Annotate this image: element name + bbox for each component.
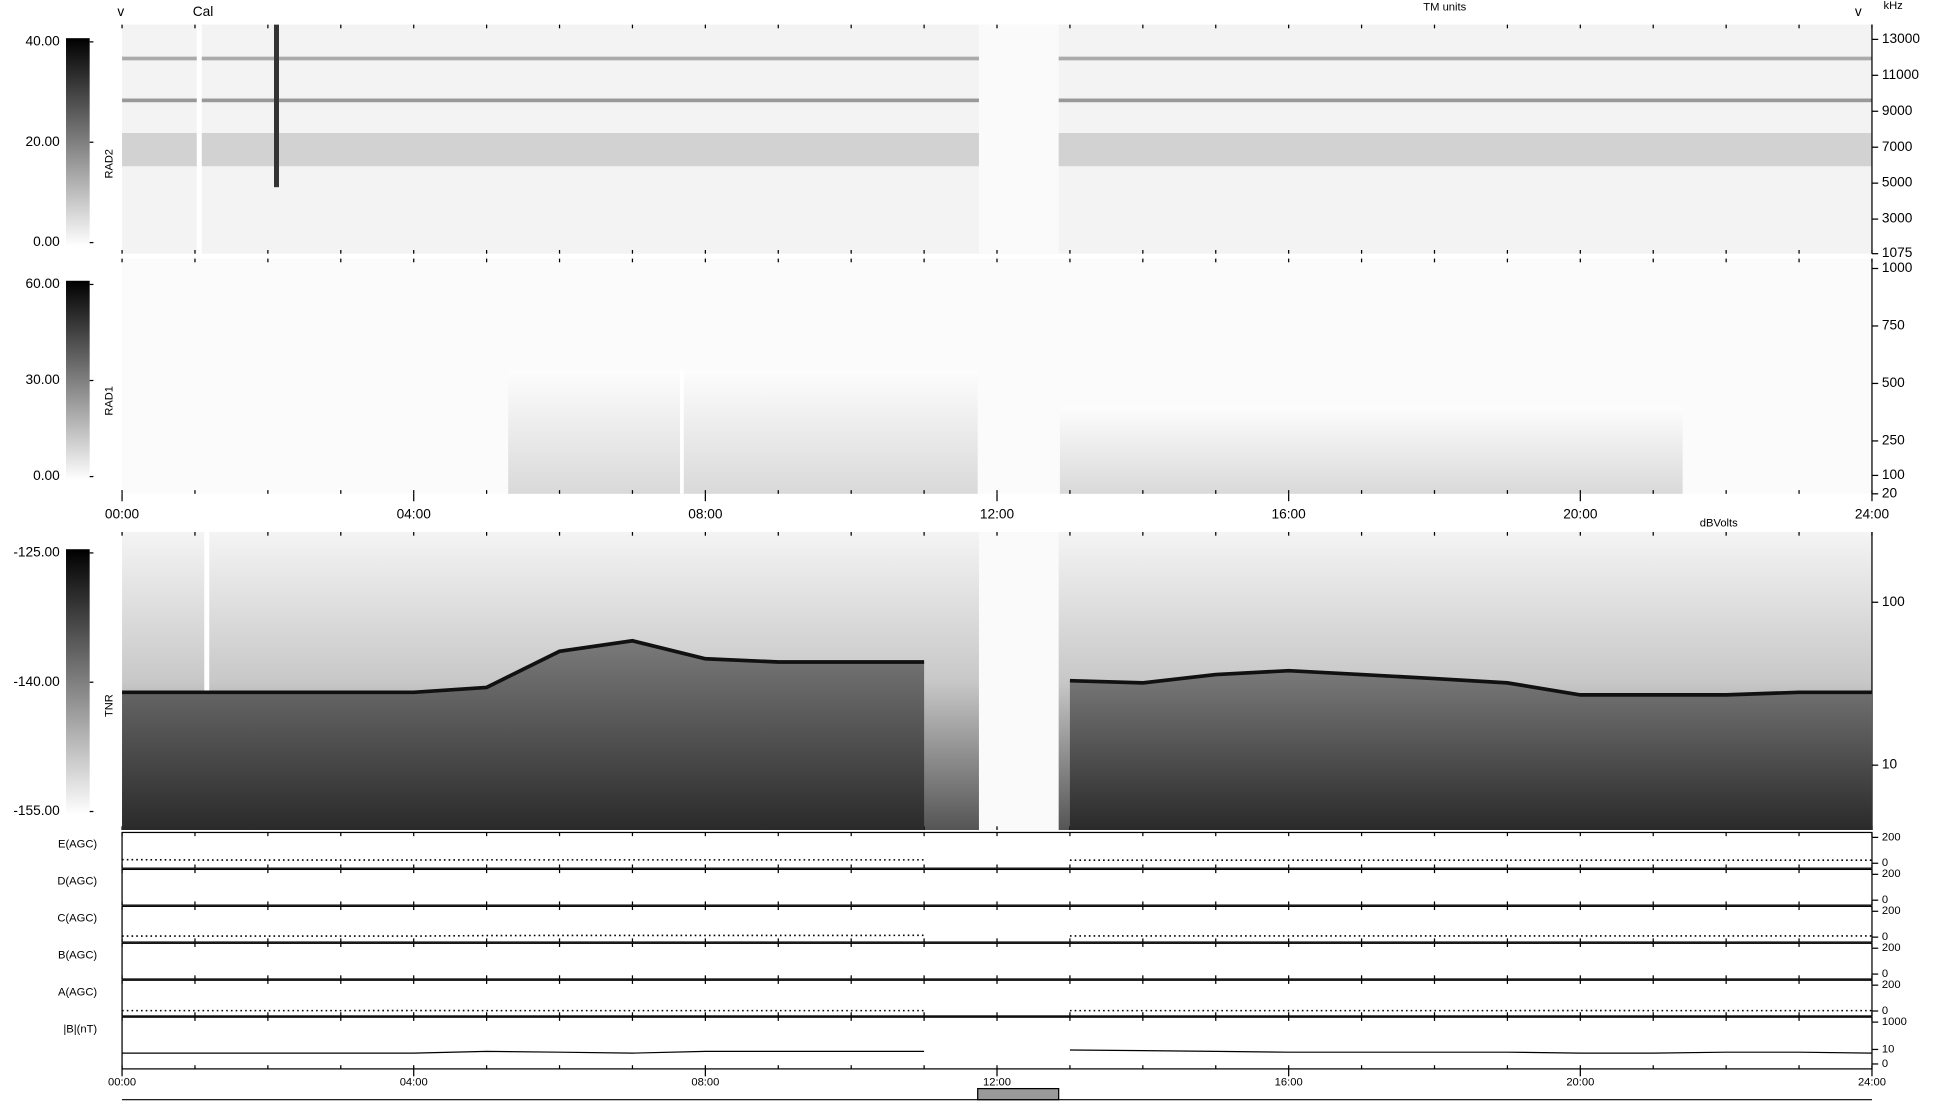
y-tick-label: 0: [1882, 968, 1888, 980]
y-tick-label: 5000: [1882, 175, 1913, 190]
y-tick-label: 0: [1882, 894, 1888, 906]
y-tick-label: 3000: [1882, 211, 1913, 226]
x-tick-label: 08:00: [691, 1076, 719, 1088]
x-tick-label: 24:00: [1858, 1076, 1886, 1088]
colorbar: [66, 280, 90, 481]
y-tick-label: 200: [1882, 942, 1901, 954]
colorbar-tick-label: 0.00: [33, 468, 60, 483]
colorbar-tick-label: 30.00: [26, 372, 61, 387]
y-tick-label: 0: [1882, 857, 1888, 869]
y-tick-label: 200: [1882, 905, 1901, 917]
x-tick-label: 08:00: [688, 506, 723, 521]
y-tick-label: 1075: [1882, 245, 1912, 260]
colorbar-tick-label: 20.00: [26, 134, 61, 149]
y-tick-label: 1000: [1882, 260, 1913, 275]
y-tick-label: 200: [1882, 979, 1901, 991]
panel-frame: [121, 868, 1873, 906]
panel-label: RAD2: [104, 149, 116, 179]
x-tick-label: 12:00: [983, 1076, 1011, 1088]
x-tick-label: 16:00: [1272, 506, 1307, 521]
x-tick-label: 04:00: [400, 1076, 428, 1088]
panel-label: D(AGC): [57, 876, 97, 888]
data-line: [122, 934, 1872, 937]
panel-label: RAD1: [104, 386, 116, 416]
unit-label: TM units: [1423, 1, 1466, 13]
y-tick-label: 200: [1882, 831, 1901, 843]
y-tick-label: 200: [1882, 868, 1901, 880]
colorbar-tick-label: 0.00: [33, 234, 60, 249]
panel-label: TNR: [104, 694, 116, 717]
y-tick-label: 250: [1882, 433, 1905, 448]
panel-label: E(AGC): [58, 839, 97, 851]
y-tick-label: 0: [1882, 931, 1888, 943]
unit-label: dBVolts: [1700, 517, 1738, 529]
x-tick-label: 00:00: [105, 506, 140, 521]
x-tick-label: 20:00: [1566, 1076, 1594, 1088]
y-tick-label: 100: [1882, 594, 1905, 609]
y-tick-label: 13000: [1882, 31, 1920, 46]
y-tick-label: 7000: [1882, 139, 1913, 154]
bottom-decoration: [122, 1087, 1872, 1101]
y-tick-label: 10: [1882, 1043, 1894, 1055]
y-tick-label: 1000: [1882, 1016, 1907, 1028]
y-tick-label: 100: [1882, 467, 1905, 482]
panel-frame: [121, 1016, 1873, 1070]
y-tick-label: 10: [1882, 757, 1898, 772]
x-tick-label: 00:00: [108, 1076, 136, 1088]
panel-label: C(AGC): [57, 913, 97, 925]
x-tick-label: 04:00: [397, 506, 432, 521]
colorbar-tick-label: 40.00: [26, 34, 61, 49]
x-tick-label: 20:00: [1563, 506, 1598, 521]
colorbar: [66, 549, 90, 816]
panel-frame: [121, 831, 1873, 869]
spectrogram-fill: [122, 640, 925, 830]
panel-label: |B|(nT): [63, 1023, 97, 1035]
spectrogram-fill: [1069, 670, 1872, 830]
annotation: Cal: [193, 4, 214, 19]
data-line: [122, 858, 1872, 861]
colorbar-tick-label: -140.00: [13, 674, 60, 689]
panel-label: A(AGC): [58, 987, 97, 999]
x-tick-label: 24:00: [1855, 506, 1890, 521]
y-tick-label: 20: [1882, 485, 1898, 500]
panel-frame: [121, 942, 1873, 980]
colorbar-tick-label: -155.00: [13, 803, 60, 818]
y-tick-label: 500: [1882, 375, 1905, 390]
colorbar: [66, 38, 90, 247]
colorbar-tick-label: 60.00: [26, 276, 61, 291]
x-tick-label: 12:00: [980, 506, 1015, 521]
annotation: v: [1855, 4, 1862, 19]
panel-label: B(AGC): [58, 950, 97, 962]
y-tick-label: 11000: [1882, 67, 1919, 82]
y-tick-label: 0: [1882, 1058, 1888, 1070]
annotation: v: [117, 4, 124, 19]
ridge-line: [122, 638, 1872, 697]
y-tick-label: 0: [1882, 1005, 1888, 1017]
x-tick-label: 16:00: [1275, 1076, 1303, 1088]
data-line: [122, 1049, 1872, 1054]
unit-label: kHz: [1884, 0, 1904, 12]
colorbar-tick-label: -125.00: [13, 545, 60, 560]
y-tick-label: 750: [1882, 318, 1905, 333]
y-tick-label: 9000: [1882, 103, 1913, 118]
